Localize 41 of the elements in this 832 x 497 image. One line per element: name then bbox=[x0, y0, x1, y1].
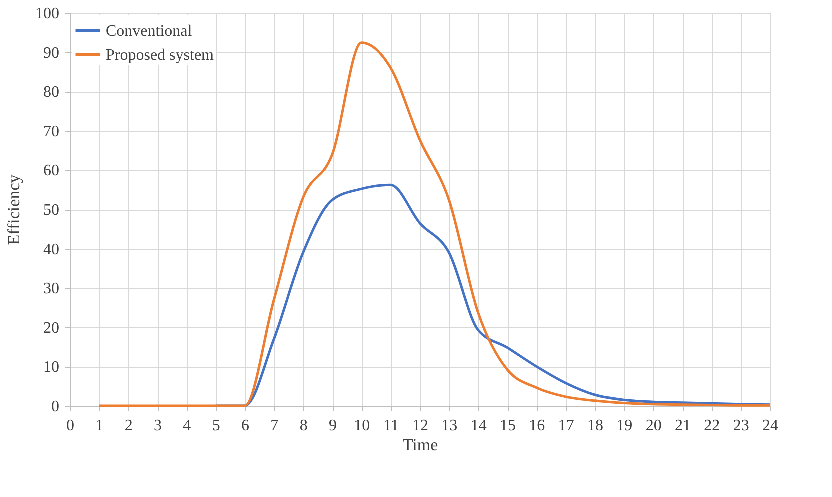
y-tick-label: 30 bbox=[44, 280, 60, 298]
line-series bbox=[98, 42, 772, 408]
x-tick-label: 2 bbox=[124, 418, 133, 434]
x-tick-label: 16 bbox=[529, 418, 546, 434]
x-tick-label: 12 bbox=[412, 418, 428, 434]
y-tick-label: 100 bbox=[36, 6, 60, 22]
x-tick-label: 14 bbox=[470, 418, 487, 434]
x-tick-label: 19 bbox=[616, 418, 633, 434]
legend-label: Conventional bbox=[106, 23, 193, 40]
x-tick-label: 5 bbox=[212, 418, 220, 434]
x-tick-label: 10 bbox=[354, 418, 370, 434]
x-tick-label: 24 bbox=[762, 418, 778, 434]
y-tick-label: 40 bbox=[44, 241, 60, 258]
x-tick-label: 0 bbox=[66, 418, 74, 434]
y-tick-label: 70 bbox=[44, 123, 60, 140]
x-tick-label: 20 bbox=[646, 418, 662, 434]
x-tick-label: 11 bbox=[384, 418, 400, 434]
y-tick-label: 60 bbox=[44, 162, 60, 180]
x-tick-label: 22 bbox=[704, 418, 720, 434]
x-tick-label: 18 bbox=[588, 418, 604, 434]
x-tick-label: 6 bbox=[242, 418, 250, 434]
y-axis-title: Efficiency bbox=[4, 174, 24, 246]
x-tick-label: 7 bbox=[270, 418, 279, 434]
x-tick-label: 15 bbox=[500, 418, 516, 434]
x-tick-label: 1 bbox=[96, 418, 104, 434]
x-axis-title: Time bbox=[402, 436, 438, 454]
x-tick-label: 17 bbox=[558, 418, 574, 434]
x-tick-label: 8 bbox=[300, 418, 308, 434]
y-tick-label: 0 bbox=[52, 398, 60, 416]
x-tick-label: 23 bbox=[733, 418, 750, 434]
x-tick-label: 13 bbox=[442, 418, 458, 434]
y-tick-label: 80 bbox=[44, 84, 60, 102]
x-tick-label: 9 bbox=[329, 418, 337, 434]
x-tick-label: 21 bbox=[675, 418, 691, 434]
y-tick-label: 20 bbox=[44, 320, 60, 337]
x-tick-label: 3 bbox=[154, 418, 162, 434]
x-tick-label: 4 bbox=[183, 418, 192, 434]
legend-label: Proposed system bbox=[106, 47, 215, 64]
y-tick-label: 90 bbox=[44, 44, 60, 62]
y-tick-label: 10 bbox=[44, 359, 60, 376]
y-tick-label: 50 bbox=[44, 202, 60, 219]
